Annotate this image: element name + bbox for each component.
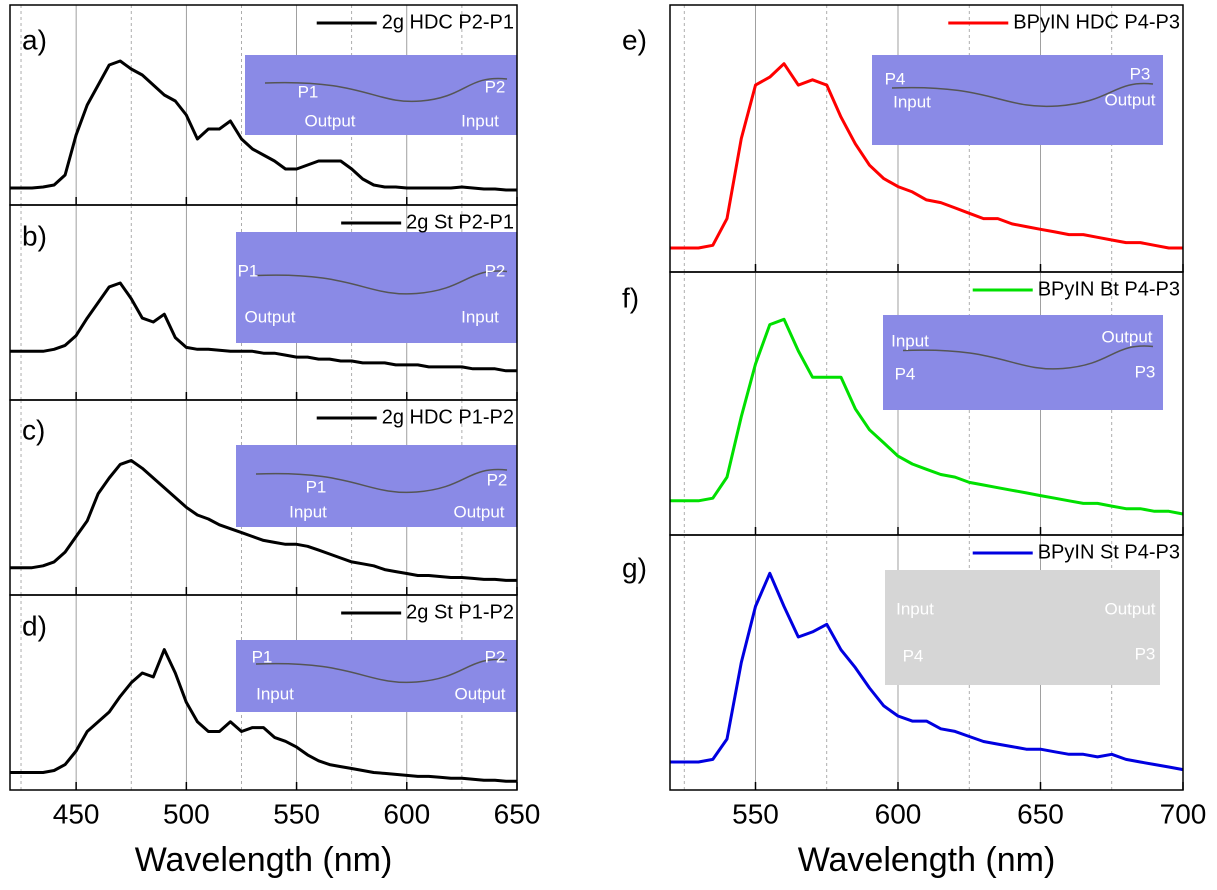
panel-label: d) — [22, 610, 47, 641]
inset-label: Input — [896, 599, 934, 618]
inset-image — [883, 315, 1163, 410]
x-tick-label: 450 — [53, 798, 100, 829]
panel-label: b) — [22, 220, 47, 251]
spectrum-line — [10, 281, 517, 373]
inset-image — [236, 640, 517, 712]
inset-label: Output — [244, 307, 295, 326]
plot-frame — [9, 594, 518, 791]
panel-label: f) — [622, 282, 639, 313]
waveguide — [255, 270, 508, 295]
waveguide — [255, 658, 508, 684]
inset-label: Output — [453, 502, 504, 521]
panel-label: c) — [22, 414, 45, 445]
inset-label: P2 — [487, 470, 508, 489]
inset-label: Input — [461, 307, 499, 326]
spectrum-line — [670, 62, 1183, 250]
inset-label: P1 — [238, 261, 259, 280]
inset-label: P4 — [895, 364, 916, 383]
inset-label: Output — [1101, 327, 1152, 346]
inset-label: P2 — [485, 77, 506, 96]
spectrum-line — [670, 571, 1184, 772]
legend-label: BPyIN HDC P4-P3 — [1013, 11, 1180, 33]
inset-label: P4 — [903, 646, 924, 665]
x-tick-label: 550 — [732, 798, 779, 829]
x-tick-label: 600 — [875, 798, 922, 829]
waveguide — [891, 82, 1154, 108]
x-axis-label: Wavelength (nm) — [798, 841, 1056, 879]
x-tick-label: 500 — [163, 798, 210, 829]
inset-label: P1 — [306, 477, 327, 496]
inset-label: Output — [454, 684, 505, 703]
inset-image — [872, 55, 1163, 145]
inset-label: Input — [893, 92, 931, 111]
x-axis-label: Wavelength (nm) — [135, 841, 393, 879]
plot-frame — [669, 534, 1184, 791]
panel-label: a) — [22, 24, 47, 55]
inset-label: Output — [1104, 90, 1155, 109]
panel-label: e) — [622, 24, 647, 55]
spectrum-line — [10, 648, 517, 783]
panel-label: g) — [622, 552, 647, 583]
legend-label: BPyIN St P4-P3 — [1038, 541, 1180, 563]
waveguide — [264, 77, 508, 103]
inset-label: Output — [1104, 599, 1155, 618]
x-tick-label: 650 — [494, 798, 541, 829]
inset-label: Input — [461, 111, 499, 130]
legend-label: 2g St P2-P1 — [406, 211, 514, 233]
inset-image — [245, 55, 517, 135]
legend-label: 2g HDC P2-P1 — [382, 11, 514, 33]
inset-label: P2 — [485, 647, 506, 666]
inset-label: P1 — [298, 82, 319, 101]
spectrum-line — [10, 59, 517, 192]
inset-image — [885, 570, 1160, 685]
inset-label: P3 — [1135, 644, 1156, 663]
inset-image — [236, 232, 517, 343]
waveguide — [255, 468, 508, 494]
inset-label: P2 — [485, 261, 506, 280]
inset-label: P3 — [1135, 362, 1156, 381]
x-tick-label: 550 — [273, 798, 320, 829]
inset-label: Input — [256, 684, 294, 703]
legend-label: 2g St P1-P2 — [406, 601, 514, 623]
x-tick-label: 600 — [383, 798, 430, 829]
inset-label: Input — [891, 331, 929, 350]
x-tick-label: 700 — [1160, 798, 1207, 829]
waveguide — [902, 345, 1154, 370]
inset-label: Input — [289, 502, 327, 521]
inset-label: P4 — [885, 69, 906, 88]
legend-label: 2g HDC P1-P2 — [382, 406, 514, 428]
legend-label: BPyIN Bt P4-P3 — [1038, 278, 1180, 300]
spectrum-line — [670, 317, 1184, 516]
inset-label: P1 — [252, 647, 273, 666]
spectrum-line — [10, 459, 517, 582]
inset-label: Output — [304, 111, 355, 130]
inset-image — [236, 445, 517, 527]
inset-label: P3 — [1130, 64, 1151, 83]
x-tick-label: 650 — [1017, 798, 1064, 829]
